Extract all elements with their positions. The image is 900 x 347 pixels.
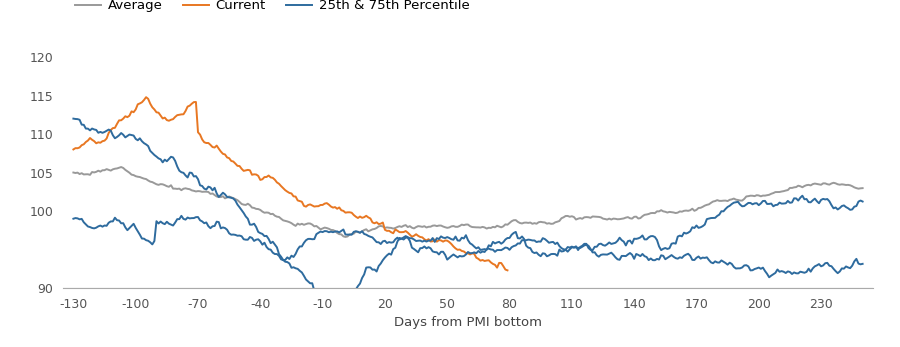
X-axis label: Days from PMI bottom: Days from PMI bottom	[394, 316, 542, 329]
Legend: Average, Current, 25th & 75th Percentile: Average, Current, 25th & 75th Percentile	[69, 0, 474, 18]
